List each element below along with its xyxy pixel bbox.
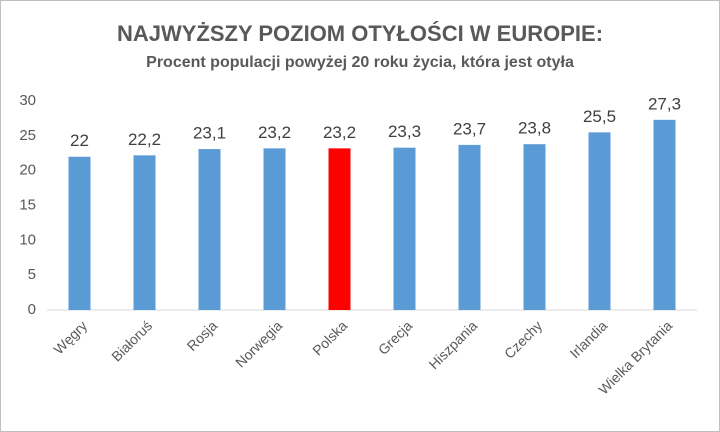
value-label: 27,3 — [648, 94, 681, 113]
bar — [523, 144, 546, 310]
bar — [263, 148, 286, 310]
bar — [653, 119, 676, 310]
value-label: 23,7 — [453, 119, 486, 138]
bar — [68, 156, 91, 310]
value-label: 22,2 — [128, 130, 161, 149]
chart-title: NAJWYŻSZY POZIOM OTYŁOŚCI W EUROPIE: — [117, 21, 603, 46]
value-label: 23,2 — [258, 123, 291, 142]
bar — [588, 132, 611, 310]
y-tick-label: 5 — [28, 266, 36, 283]
value-label: 23,8 — [518, 119, 551, 138]
bar — [133, 155, 156, 310]
bar — [458, 144, 481, 310]
y-tick-label: 10 — [19, 231, 36, 248]
value-label: 23,2 — [323, 123, 356, 142]
bar — [393, 147, 416, 310]
y-tick-label: 30 — [19, 92, 36, 109]
y-tick-label: 15 — [19, 196, 36, 213]
value-label: 25,5 — [583, 107, 616, 126]
chart-subtitle: Procent populacji powyżej 20 roku życia,… — [146, 54, 574, 71]
y-tick-label: 20 — [19, 162, 36, 179]
bar — [328, 148, 351, 310]
value-label: 22 — [70, 131, 89, 150]
value-label: 23,3 — [388, 122, 421, 141]
y-tick-label: 0 — [28, 301, 36, 318]
y-tick-label: 25 — [19, 127, 36, 144]
bar — [198, 149, 221, 310]
value-label: 23,1 — [193, 124, 226, 143]
